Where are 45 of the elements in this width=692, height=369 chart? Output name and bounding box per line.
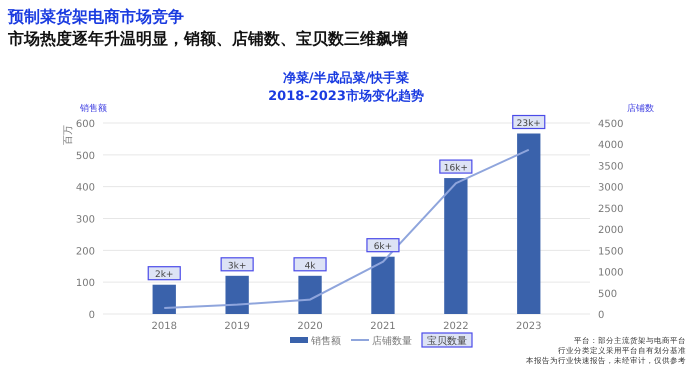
y2-tick-label: 4500 [598,119,624,130]
bar [517,134,540,314]
annotation: 6k+ [374,242,392,252]
annotation: 23k+ [516,119,541,130]
y-tick-label: 500 [76,150,95,162]
x-tick-label: 2020 [297,321,323,332]
x-tick-label: 2022 [443,321,469,332]
y-tick-label: 400 [76,182,95,194]
bar [152,284,176,314]
x-tick-label: 2023 [516,321,542,332]
annotation: 16k+ [444,164,468,174]
y-tick-label: 0 [88,310,95,321]
y2-tick-label: 500 [598,288,618,300]
text: 2018-2023市场变化趋势 [268,88,424,104]
y2-tick-label: 0 [598,310,604,321]
y2-tick-label: 2500 [598,204,624,215]
text: 宝贝数量 [427,335,467,347]
bar [298,276,322,314]
text: 百万 [63,125,74,145]
text: 净菜/半成品菜/快手菜 [282,70,410,86]
y2-tick-label: 1500 [598,246,624,258]
chart-title: 预制菜货架电商市场竞争 [7,7,184,26]
annotation: 3k+ [228,261,246,272]
chart-subtitle: 市场热度逐年升温明显，销额、店铺数、宝贝数三维飙增 [7,29,408,48]
y-tick-label: 600 [76,119,95,130]
bar [225,276,249,314]
legend-label: 销售额 [310,335,341,347]
bar [444,178,468,314]
y2-tick-label: 3500 [598,161,624,172]
bar [371,256,395,314]
y2-tick-label: 1000 [598,268,624,279]
legend-label: 店铺数量 [372,335,412,347]
x-tick-label: 2018 [152,321,177,332]
x-tick-label: 2021 [370,321,396,332]
annotation: 4k [304,261,316,272]
x-tick-label: 2019 [224,321,250,332]
annotation: 2k+ [154,270,174,280]
y2-tick-label: 2000 [598,225,624,236]
y-tick-label: 100 [76,278,95,290]
y-axis-title: 销售额 [79,103,107,114]
y2-tick-label: 4000 [598,140,624,152]
y-tick-label: 200 [76,246,95,258]
y2-axis-title: 店铺数 [627,103,654,114]
y-tick-label: 300 [76,214,95,226]
y2-tick-label: 3000 [598,182,624,194]
